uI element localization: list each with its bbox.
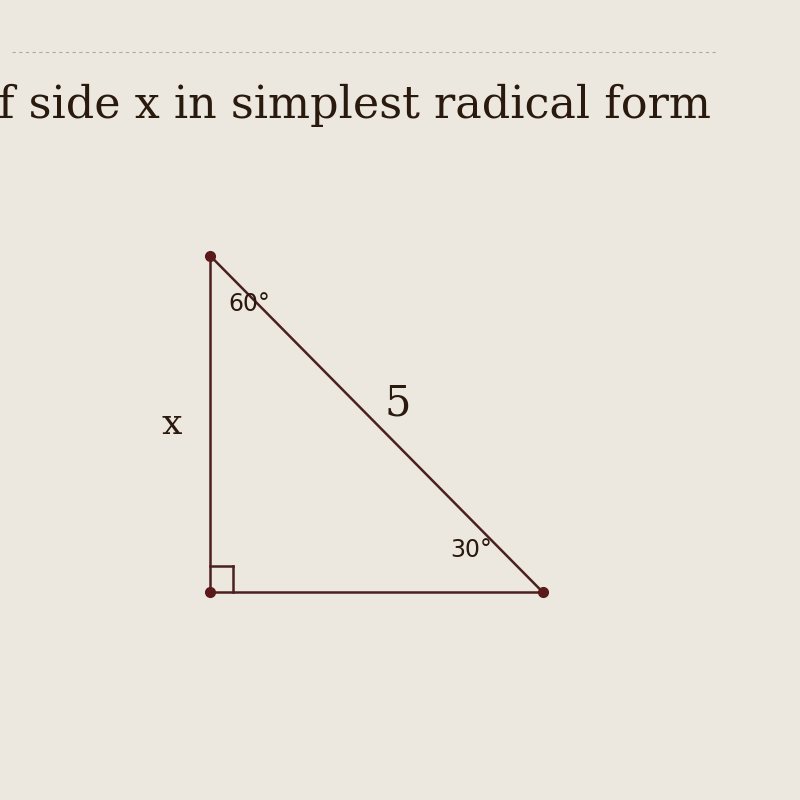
Text: f side x in simplest radical form: f side x in simplest radical form: [0, 84, 711, 127]
Text: x: x: [162, 407, 182, 441]
Text: 30°: 30°: [450, 538, 493, 562]
Text: 60°: 60°: [228, 292, 270, 316]
Text: 5: 5: [385, 383, 411, 425]
